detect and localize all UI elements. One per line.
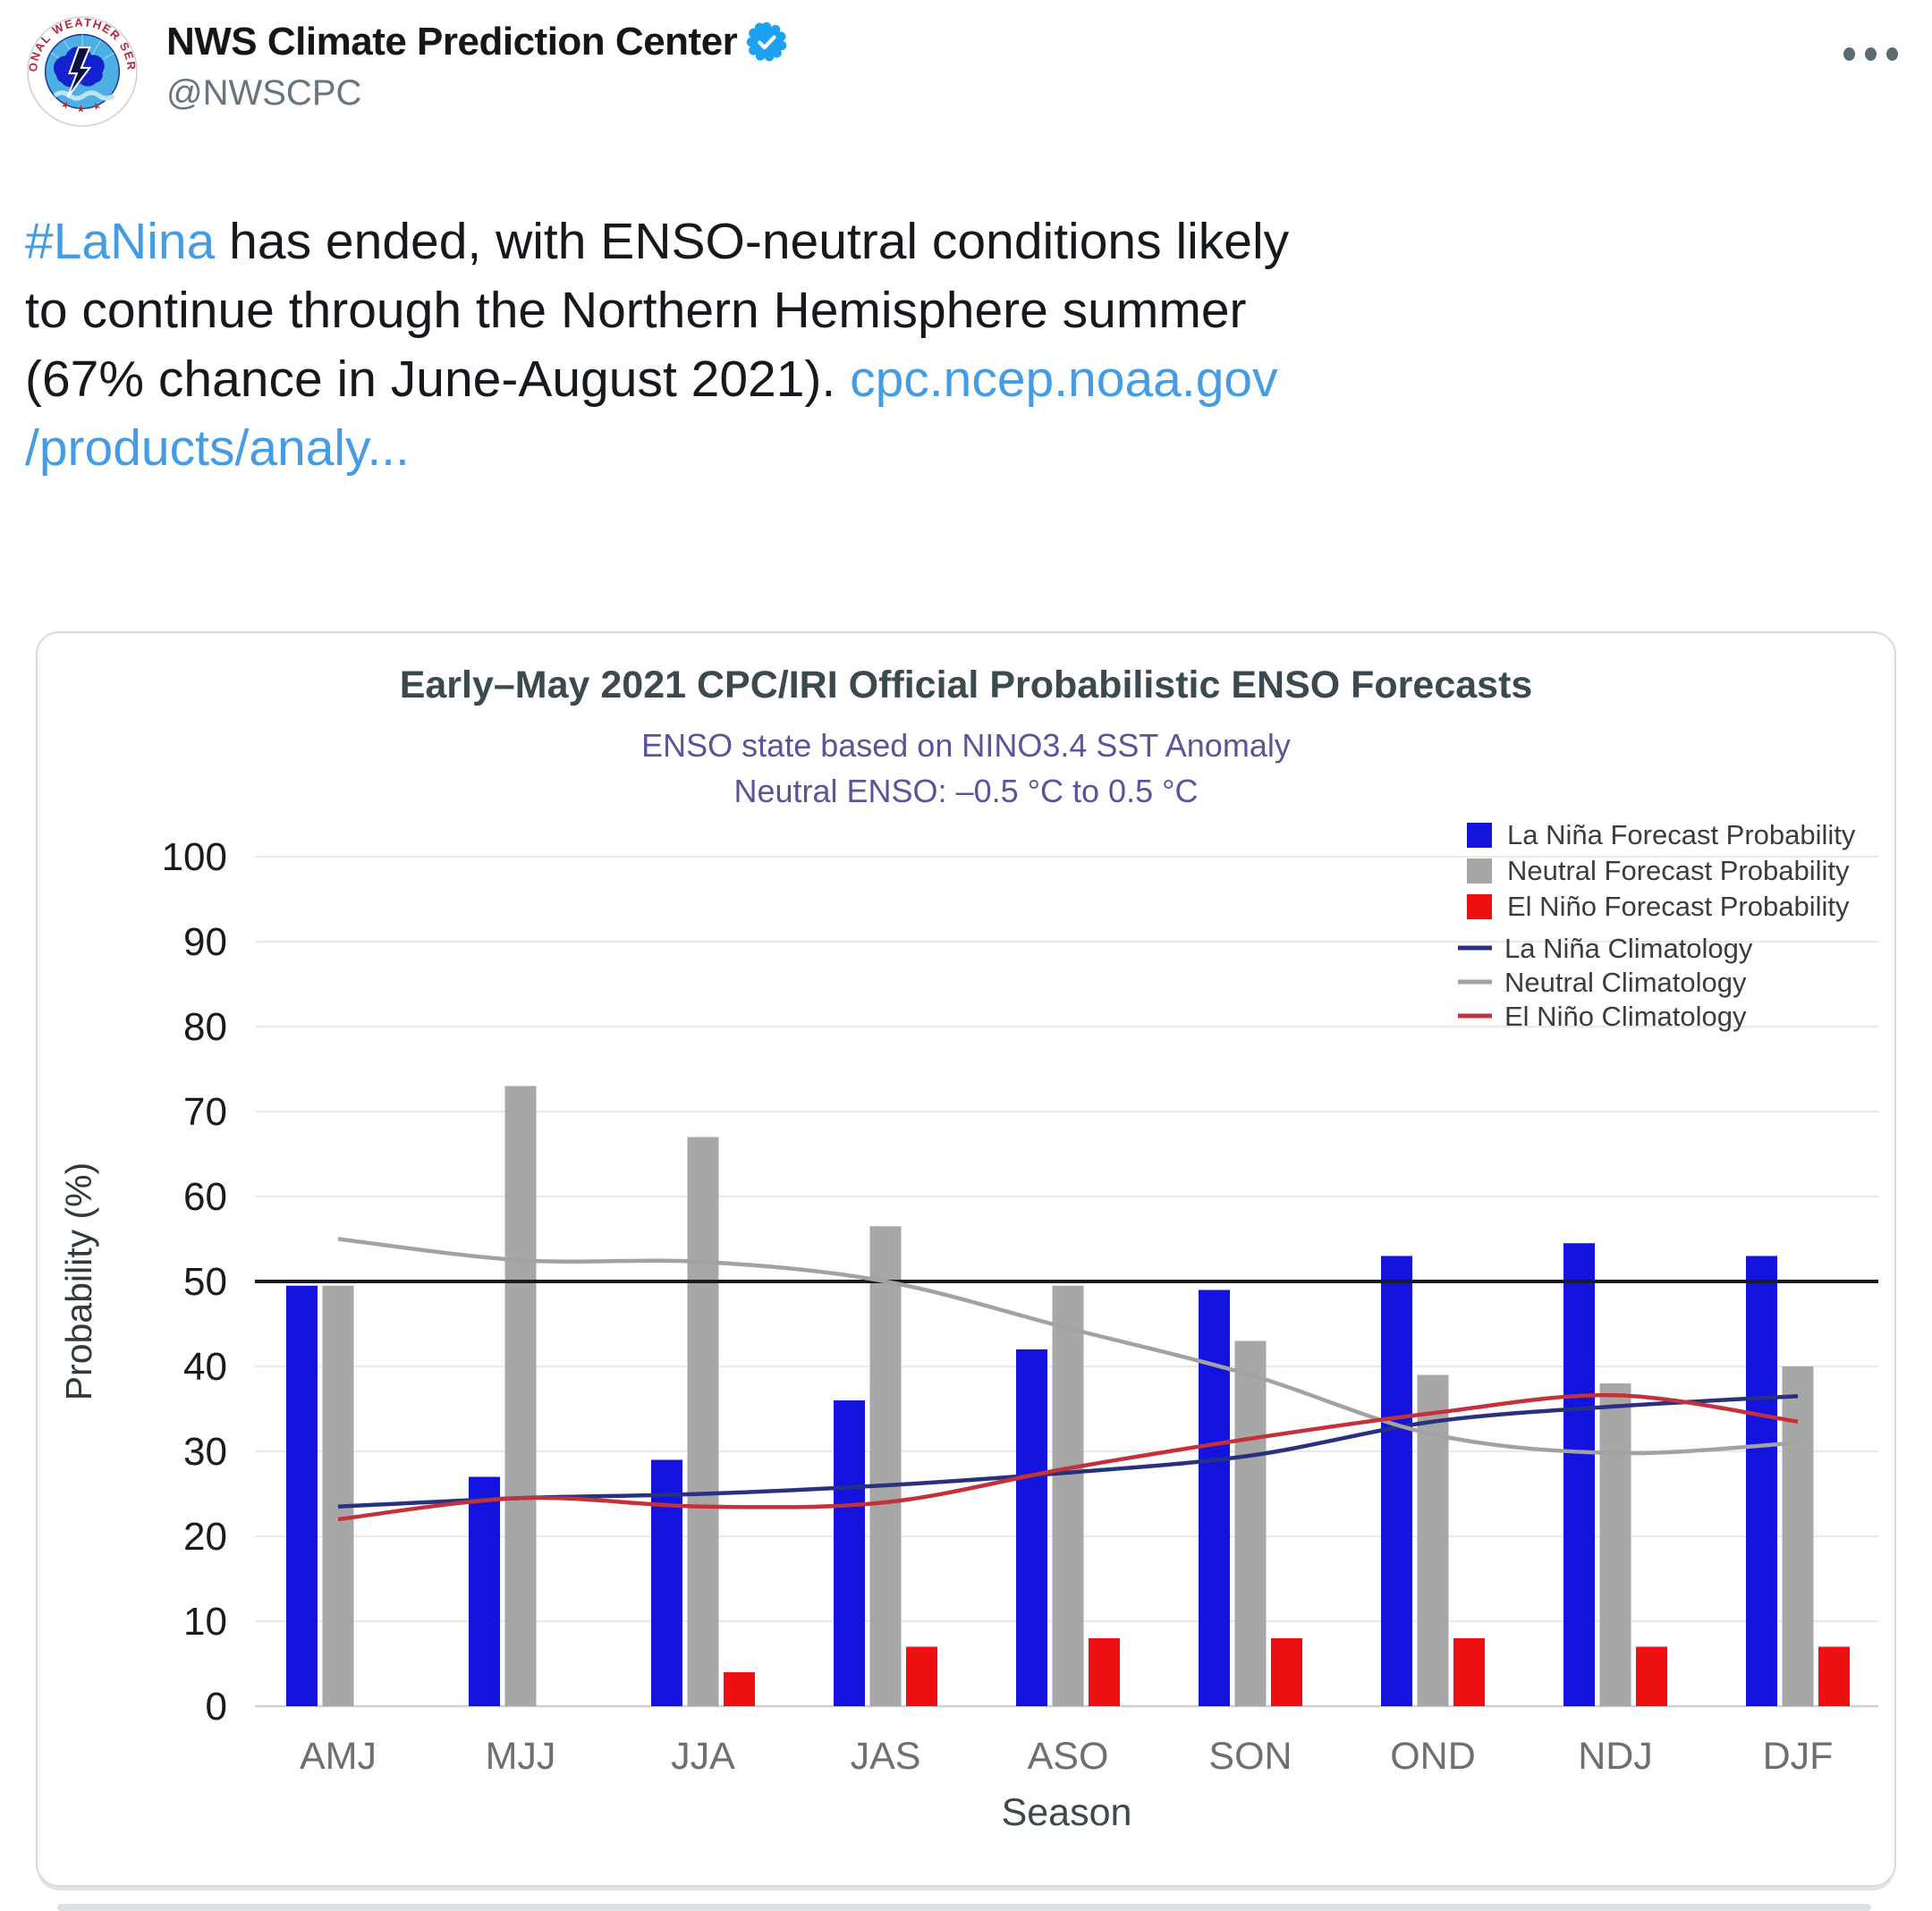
- bar-el-ni-o-forecast-probability-NDJ: [1636, 1646, 1667, 1706]
- tweet-header: NATIONAL WEATHER SERVICE ★ ★ ★ NWS Clima…: [27, 14, 1905, 148]
- bar-neutral-forecast-probability-JJA: [687, 1137, 719, 1706]
- chart-card[interactable]: Early–May 2021 CPC/IRI Official Probabil…: [36, 631, 1896, 1887]
- x-tick-label: DJF: [1763, 1735, 1834, 1778]
- y-tick-label: 10: [183, 1600, 227, 1644]
- y-tick-label: 60: [183, 1175, 227, 1219]
- dot-icon: [1865, 47, 1877, 61]
- tweet-plain-text: has ended, with ENSO-neutral conditions …: [215, 213, 1290, 270]
- legend-label: El Niño Climatology: [1504, 1001, 1747, 1032]
- next-content-divider: [57, 1904, 1871, 1911]
- bar-la-ni-a-forecast-probability-JJA: [651, 1459, 682, 1706]
- y-tick-label: 40: [183, 1345, 227, 1389]
- x-tick-label: SON: [1208, 1735, 1292, 1778]
- tweet-line: to continue through the Northern Hemisph…: [25, 276, 1912, 345]
- legend-label: La Niña Forecast Probability: [1507, 819, 1856, 850]
- tweet-link[interactable]: cpc.ncep.noaa.gov: [850, 351, 1278, 408]
- profile-identity: NWS Climate Prediction Center: [166, 20, 787, 114]
- x-axis-title: Season: [1002, 1791, 1132, 1834]
- bar-neutral-forecast-probability-SON: [1234, 1340, 1267, 1706]
- bar-la-ni-a-forecast-probability-NDJ: [1563, 1243, 1595, 1706]
- y-axis-title: Probability (%): [58, 1163, 99, 1401]
- chart-subtitle-2: Neutral ENSO: –0.5 °C to 0.5 °C: [733, 773, 1199, 809]
- y-tick-label: 90: [183, 920, 227, 964]
- tweet-line: (67% chance in June-August 2021). cpc.nc…: [25, 345, 1912, 414]
- neutral-climatology-line: [337, 1237, 1799, 1456]
- tweet-plain-text: (67% chance in June-August 2021).: [25, 351, 851, 408]
- more-options-button[interactable]: [1800, 27, 1898, 80]
- y-tick-label: 50: [183, 1260, 227, 1304]
- bar-la-ni-a-forecast-probability-DJF: [1746, 1256, 1777, 1706]
- x-tick-label: OND: [1390, 1735, 1476, 1778]
- x-tick-label: JAS: [851, 1735, 921, 1778]
- x-tick-label: ASO: [1028, 1735, 1109, 1778]
- dot-icon: [1886, 47, 1898, 61]
- bar-la-ni-a-forecast-probability-OND: [1381, 1256, 1412, 1706]
- legend-label: La Niña Climatology: [1504, 933, 1753, 964]
- bar-el-ni-o-forecast-probability-DJF: [1818, 1646, 1850, 1706]
- y-tick-label: 100: [162, 835, 227, 879]
- chart-subtitle-1: ENSO state based on NINO3.4 SST Anomaly: [641, 727, 1291, 764]
- tweet-text: #LaNina has ended, with ENSO-neutral con…: [25, 207, 1912, 483]
- legend-label: El Niño Forecast Probability: [1507, 891, 1850, 922]
- tweet-plain-text: to continue through the Northern Hemisph…: [25, 282, 1247, 339]
- bar-el-ni-o-forecast-probability-JAS: [906, 1646, 937, 1706]
- tweet-link[interactable]: #LaNina: [25, 213, 216, 270]
- bar-neutral-forecast-probability-MJJ: [504, 1086, 537, 1706]
- y-tick-label: 70: [183, 1090, 227, 1134]
- bar-el-ni-o-forecast-probability-JJA: [724, 1672, 755, 1706]
- bar-neutral-forecast-probability-ASO: [1052, 1285, 1084, 1706]
- y-tick-label: 80: [183, 1005, 227, 1049]
- dot-icon: [1843, 47, 1855, 61]
- x-tick-label: MJJ: [486, 1735, 556, 1778]
- bar-neutral-forecast-probability-DJF: [1782, 1366, 1814, 1706]
- tweet-line: /products/analy...: [25, 414, 1912, 483]
- tweet-link[interactable]: /products/analy...: [25, 419, 410, 477]
- y-tick-label: 30: [183, 1430, 227, 1474]
- bar-neutral-forecast-probability-JAS: [869, 1226, 902, 1706]
- profile-avatar[interactable]: NATIONAL WEATHER SERVICE ★ ★ ★: [27, 16, 138, 127]
- x-tick-label: AMJ: [300, 1735, 377, 1778]
- bar-el-ni-o-forecast-probability-SON: [1271, 1638, 1302, 1706]
- el-ni-o-climatology-line: [337, 1392, 1799, 1522]
- nws-logo-icon: NATIONAL WEATHER SERVICE ★ ★ ★: [27, 16, 138, 127]
- bar-la-ni-a-forecast-probability-ASO: [1016, 1349, 1047, 1706]
- bar-el-ni-o-forecast-probability-OND: [1453, 1638, 1485, 1706]
- la-ni-a-climatology-line: [337, 1394, 1799, 1509]
- enso-forecast-chart: 0 10 20 30 40 50 60 70 80 90 100 AMJ MJJ JJA JAS ASO SON…: [58, 819, 1878, 1834]
- bar-la-ni-a-forecast-probability-SON: [1199, 1290, 1230, 1706]
- legend-swatch: [1467, 894, 1492, 919]
- verified-badge-icon: [746, 21, 787, 63]
- bar-el-ni-o-forecast-probability-ASO: [1089, 1638, 1120, 1706]
- legend-swatch: [1467, 858, 1492, 884]
- user-handle: @NWSCPC: [166, 73, 362, 113]
- y-tick-label: 0: [206, 1685, 227, 1729]
- legend-label: Neutral Forecast Probability: [1507, 855, 1850, 886]
- chart-title: Early–May 2021 CPC/IRI Official Probabil…: [399, 664, 1533, 706]
- bar-neutral-forecast-probability-NDJ: [1599, 1383, 1631, 1706]
- display-name[interactable]: NWS Climate Prediction Center: [166, 20, 738, 63]
- bar-la-ni-a-forecast-probability-MJJ: [469, 1476, 500, 1706]
- x-tick-label: JJA: [671, 1735, 735, 1778]
- bar-la-ni-a-forecast-probability-JAS: [834, 1400, 865, 1706]
- legend-label: Neutral Climatology: [1504, 967, 1747, 998]
- bar-neutral-forecast-probability-AMJ: [322, 1285, 354, 1706]
- y-tick-label: 20: [183, 1515, 227, 1559]
- x-tick-label: NDJ: [1578, 1735, 1653, 1778]
- tweet-line: #LaNina has ended, with ENSO-neutral con…: [25, 207, 1912, 276]
- bar-la-ni-a-forecast-probability-AMJ: [286, 1285, 318, 1706]
- legend-swatch: [1467, 823, 1492, 848]
